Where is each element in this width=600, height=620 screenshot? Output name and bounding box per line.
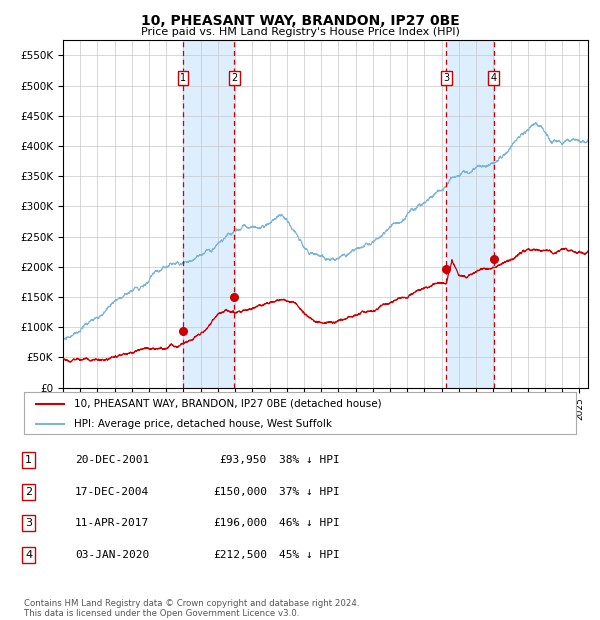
Text: 1: 1 bbox=[25, 455, 32, 465]
Text: 1: 1 bbox=[180, 73, 186, 82]
Text: 3: 3 bbox=[25, 518, 32, 528]
Text: 45% ↓ HPI: 45% ↓ HPI bbox=[279, 550, 340, 560]
Text: Contains HM Land Registry data © Crown copyright and database right 2024.
This d: Contains HM Land Registry data © Crown c… bbox=[24, 599, 359, 618]
Text: 37% ↓ HPI: 37% ↓ HPI bbox=[279, 487, 340, 497]
Bar bbox=[446, 40, 494, 388]
Text: Price paid vs. HM Land Registry's House Price Index (HPI): Price paid vs. HM Land Registry's House … bbox=[140, 27, 460, 37]
Text: 38% ↓ HPI: 38% ↓ HPI bbox=[279, 455, 340, 465]
Text: £93,950: £93,950 bbox=[220, 455, 267, 465]
Text: 10, PHEASANT WAY, BRANDON, IP27 0BE: 10, PHEASANT WAY, BRANDON, IP27 0BE bbox=[140, 14, 460, 28]
Text: 46% ↓ HPI: 46% ↓ HPI bbox=[279, 518, 340, 528]
Bar bbox=[183, 40, 235, 388]
Text: 20-DEC-2001: 20-DEC-2001 bbox=[75, 455, 149, 465]
Text: 3: 3 bbox=[443, 73, 449, 82]
Text: 2: 2 bbox=[25, 487, 32, 497]
Text: 10, PHEASANT WAY, BRANDON, IP27 0BE (detached house): 10, PHEASANT WAY, BRANDON, IP27 0BE (det… bbox=[74, 399, 382, 409]
Text: 2: 2 bbox=[232, 73, 238, 82]
Text: £150,000: £150,000 bbox=[213, 487, 267, 497]
Text: 4: 4 bbox=[490, 73, 497, 82]
Text: 17-DEC-2004: 17-DEC-2004 bbox=[75, 487, 149, 497]
Text: £212,500: £212,500 bbox=[213, 550, 267, 560]
Text: 11-APR-2017: 11-APR-2017 bbox=[75, 518, 149, 528]
Text: 03-JAN-2020: 03-JAN-2020 bbox=[75, 550, 149, 560]
Text: £196,000: £196,000 bbox=[213, 518, 267, 528]
Text: 4: 4 bbox=[25, 550, 32, 560]
Text: HPI: Average price, detached house, West Suffolk: HPI: Average price, detached house, West… bbox=[74, 419, 332, 429]
